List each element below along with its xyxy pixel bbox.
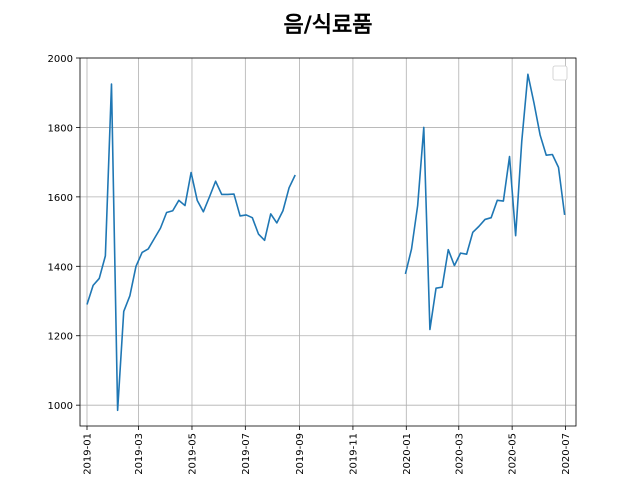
- x-tick-label: 2020-03: [454, 433, 465, 475]
- y-tick-label: 1400: [48, 262, 73, 273]
- y-tick-label: 1000: [48, 401, 73, 412]
- plot-area-frame: [79, 57, 577, 427]
- series-line: [404, 73, 566, 331]
- x-axis: 2019-01 2019-03 2019-05 2019-07 2019-09 2019-…: [82, 426, 572, 475]
- y-axis: 1000 1200 1400 1600 1800 2000: [48, 54, 80, 412]
- series-layer: [86, 73, 566, 412]
- y-tick-label: 1600: [48, 193, 73, 204]
- y-tick-label: 1800: [48, 123, 73, 134]
- series-line: [86, 83, 296, 412]
- x-tick-label: 2019-09: [295, 433, 306, 475]
- y-tick-label: 1200: [48, 332, 73, 343]
- x-tick-label: 2019-07: [241, 433, 252, 475]
- x-tick-label: 2019-03: [134, 433, 145, 475]
- legend-box: [552, 65, 568, 81]
- x-tick-label: 2019-01: [82, 433, 93, 475]
- x-tick-label: 2019-11: [348, 433, 359, 475]
- x-tick-label: 2020-01: [402, 433, 413, 475]
- y-tick-label: 2000: [48, 54, 73, 65]
- x-tick-label: 2020-07: [561, 433, 572, 475]
- x-tick-label: 2020-05: [508, 433, 519, 475]
- x-tick-label: 2019-05: [187, 433, 198, 475]
- chart-title: 음/식료품: [284, 13, 373, 38]
